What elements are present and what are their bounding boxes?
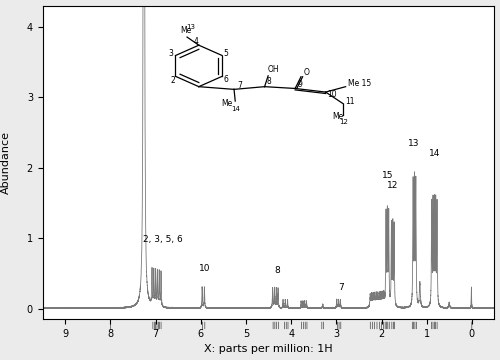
X-axis label: X: parts per million: 1H: X: parts per million: 1H <box>204 345 333 355</box>
Y-axis label: Abundance: Abundance <box>1 131 11 194</box>
Text: 15: 15 <box>382 171 393 180</box>
Text: 13: 13 <box>408 139 420 148</box>
Text: 10: 10 <box>199 264 210 273</box>
Text: 12: 12 <box>387 181 398 190</box>
Text: 7: 7 <box>338 283 344 292</box>
Text: 8: 8 <box>274 266 280 275</box>
Text: 2, 3, 5, 6: 2, 3, 5, 6 <box>142 235 182 244</box>
Text: 14: 14 <box>428 149 440 158</box>
